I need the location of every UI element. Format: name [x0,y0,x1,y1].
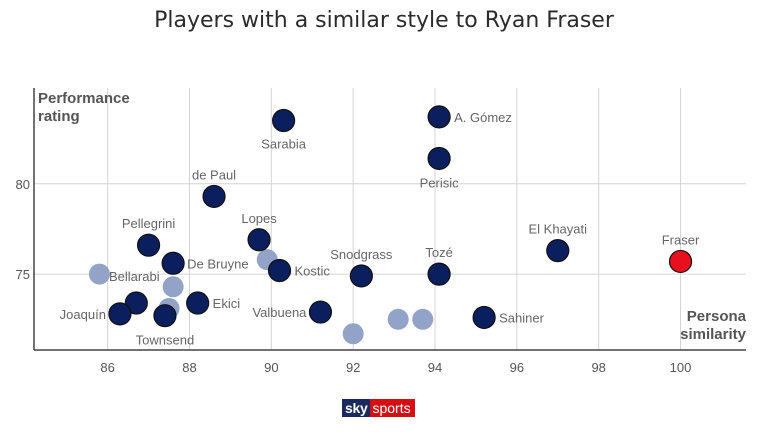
player-point-unlabelled [412,308,434,330]
axes [33,88,746,351]
data-points [88,105,693,345]
gridlines [34,88,746,350]
player-point-joaqu-n [108,302,132,326]
point-label: A. Gómez [454,110,512,125]
x-tick-label: 86 [100,360,114,375]
player-point-kostic [267,258,292,283]
point-label: Fraser [662,232,700,247]
x-axis-title: Persona similarity [680,308,746,344]
x-axis-title-line-1: Persona [686,308,746,325]
x-tick-label: 100 [670,360,692,375]
point-label: Valbuena [252,305,307,320]
player-point-perisic [427,146,451,171]
x-tick-label: 96 [510,360,524,375]
player-point-toz- [427,262,451,286]
player-point-unlabelled [387,308,409,330]
logo-sky: sky [342,399,371,417]
point-label: Pellegrini [122,216,176,231]
point-label: Perisic [420,175,460,190]
player-point-de-paul [202,184,226,209]
y-axis-title-line-1: Performance [38,90,130,107]
tick-labels: 86 88 90 92 94 96 98 100 75 80 [16,177,692,375]
logo-sports: sports [370,399,415,417]
player-point-sahiner [472,305,496,330]
point-label: Sahiner [499,310,544,325]
y-axis-title: Performance rating [38,90,130,126]
player-point-ekici [186,291,210,315]
point-label: Snodgrass [330,247,393,262]
sky-sports-logo: sky sports [342,399,415,417]
point-label: Ekici [213,296,241,311]
player-point-de-bruyne [161,251,185,275]
point-label: Townsend [136,333,195,348]
player-point-sarabia [272,108,296,133]
x-tick-label: 98 [591,360,605,375]
point-label: De Bruyne [187,256,248,271]
player-point-bellarabi [124,291,148,315]
x-axis-title-line-2: similarity [680,326,746,343]
point-labels: A. Gómez Sarabia Perisic de Paul Pellegrini L… [60,110,700,348]
x-tick-label: 90 [264,360,278,375]
point-label: Sarabia [261,137,307,152]
player-point-unlabelled [342,323,364,345]
y-tick-label: 75 [16,267,30,282]
player-point-unlabelled [88,263,110,285]
player-point-lopes [247,228,271,252]
point-label: Tozé [425,245,452,260]
player-point-valbuena [308,300,333,324]
player-point-pellegrini [136,233,161,257]
point-label: Joaquín [60,307,106,322]
y-tick-label: 80 [16,177,30,192]
player-point-a-g-mez [427,105,451,129]
point-label: El Khayati [528,222,587,237]
player-point-snodgrass [349,264,373,288]
point-label: Lopes [241,211,277,226]
x-tick-label: 92 [346,360,360,375]
player-point-fraser [668,249,693,274]
point-label: de Paul [192,167,236,182]
chart-title: Players with a similar style to Ryan Fra… [154,8,614,33]
player-point-el-khayati [546,239,570,263]
point-label: Kostic [295,263,331,278]
y-axis-title-line-2: rating [38,108,80,125]
x-tick-label: 88 [182,360,196,375]
point-label: Bellarabi [109,269,160,284]
player-point-townsend [153,304,177,328]
player-point-unlabelled [162,276,184,298]
x-tick-label: 94 [428,360,442,375]
